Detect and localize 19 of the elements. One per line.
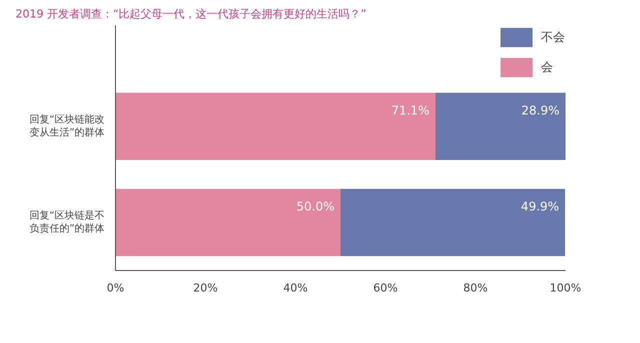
x-tick-label: 60% (373, 282, 398, 294)
x-tick-label: 40% (283, 282, 308, 294)
x-tick-label: 80% (463, 282, 488, 294)
bar (435, 92, 566, 160)
bar (116, 92, 436, 160)
data-label: 50.0% (296, 199, 335, 214)
x-tick-label: 100% (550, 282, 582, 294)
bar (340, 188, 566, 256)
legend-label: 不会 (541, 28, 565, 46)
data-label: 28.9% (521, 103, 560, 118)
x-tick-label: 0% (106, 282, 124, 294)
data-label: 49.9% (520, 199, 560, 214)
y-tick-label: 回复“区块链能改变从生活”的群体 (29, 113, 105, 138)
bar (116, 188, 340, 256)
data-label: 71.1% (391, 103, 430, 118)
legend-label: 会 (541, 58, 554, 76)
x-tick-label: 20% (193, 282, 218, 294)
y-tick-label: 回复“区块链是不负责任的”的群体 (29, 209, 105, 235)
chart-title: 2019 开发者调查：“比起父母一代，这一代孩子会拥有更好的生活吗？” (16, 8, 366, 20)
